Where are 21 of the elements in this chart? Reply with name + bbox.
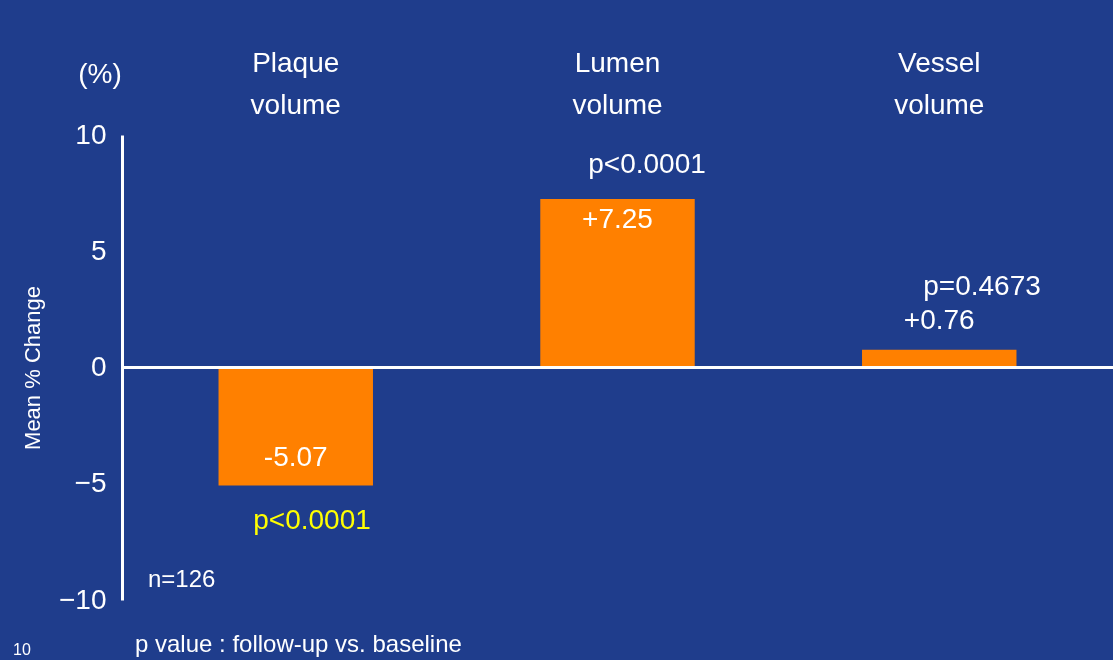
y-axis-title: Mean % Change [20, 286, 45, 450]
data-label: +0.76 [903, 303, 975, 335]
text: 10 [13, 641, 31, 658]
y-tick-label: −10 [59, 583, 107, 615]
text: (%) [78, 58, 122, 89]
x-tick-label: Vessel volume [894, 46, 985, 120]
x-tick-label: Lumen volume [572, 46, 663, 120]
y-tick-label: 5 [90, 234, 107, 266]
annotation: p=0.4673 [923, 270, 1041, 301]
data-label: -5.07 [263, 441, 328, 473]
y-tick-label: −5 [74, 467, 107, 499]
y-tick-label: 0 [90, 351, 107, 382]
data-label: +7.25 [582, 202, 653, 234]
y-tick-label: 10 [75, 118, 107, 150]
text: p value : follow-up vs. baseline [135, 630, 462, 657]
x-tick-label: Plaque volume [250, 46, 341, 120]
bar [218, 367, 373, 486]
annotation: p<0.0001 [253, 504, 371, 535]
annotation: p<0.0001 [588, 148, 706, 179]
bar [540, 198, 695, 368]
annotation: n=126 [148, 565, 216, 592]
